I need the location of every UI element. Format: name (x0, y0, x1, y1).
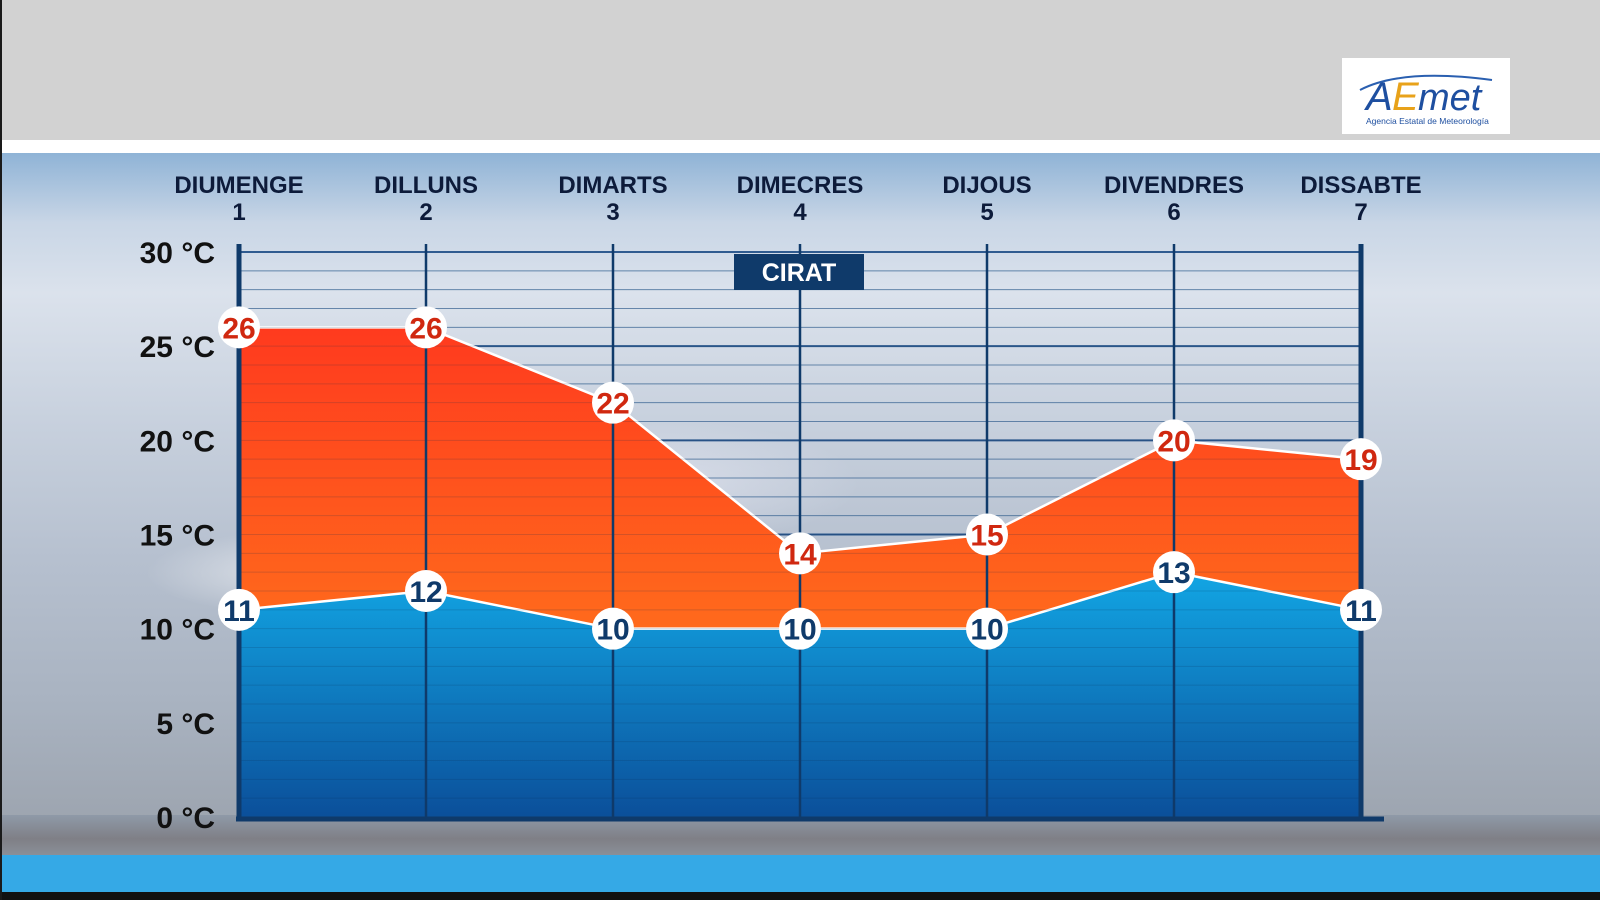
data-markers: 11 12 10 10 10 13 11 26 26 22 14 15 20 19 (218, 306, 1382, 650)
day-number-label: 5 (980, 199, 993, 226)
min-temperature-marker-value: 13 (1157, 557, 1190, 590)
max-temperature-marker-circle (405, 306, 447, 349)
max-temperature-marker-value: 26 (222, 312, 255, 345)
y-tick-label: 25 °C (140, 331, 215, 364)
left-edge (0, 0, 2, 900)
max-temperature-marker: 14 (779, 532, 821, 575)
logo-subtitle: Agencia Estatal de Meteorología (1366, 116, 1489, 126)
max-temperature-marker-circle (1153, 419, 1195, 462)
max-temperature-marker: 19 (1340, 438, 1382, 481)
min-temperature-marker-circle (1340, 588, 1382, 631)
logo-letters-met: met (1418, 77, 1483, 119)
location-badge-bg (734, 254, 864, 290)
y-tick-labels: 0 °C 5 °C 10 °C 15 °C 20 °C 25 °C 30 °C (140, 237, 215, 835)
max-temperature-marker-circle (966, 513, 1008, 556)
y-tick-label: 0 °C (156, 802, 215, 835)
max-temperature-marker-value: 22 (596, 388, 629, 421)
y-tick-label: 5 °C (156, 708, 215, 741)
min-temperature-marker-circle (592, 607, 634, 650)
day-number-label: 2 (419, 199, 432, 226)
day-number-label: 7 (1354, 199, 1367, 226)
max-temperature-marker-circle (779, 532, 821, 575)
min-temperature-marker-value: 10 (970, 614, 1003, 647)
day-number-label: 3 (606, 199, 619, 226)
logo-letter-a: A (1364, 75, 1393, 119)
min-temperature-marker: 12 (405, 570, 447, 612)
max-temperature-marker-circle (1340, 438, 1382, 481)
min-temperature-marker-value: 11 (223, 595, 255, 628)
max-temperature-marker: 22 (592, 381, 634, 424)
max-temperature-marker: 26 (405, 306, 447, 349)
y-tick-label: 20 °C (140, 425, 215, 458)
day-name-label: DIJOUS (942, 172, 1031, 199)
min-temperature-marker-value: 11 (1345, 595, 1377, 628)
min-temperature-marker-circle (966, 607, 1008, 650)
y-tick-label: 15 °C (140, 520, 215, 553)
white-strip (0, 140, 1600, 153)
min-temperature-marker-value: 10 (596, 614, 629, 647)
logo-letter-e: E (1392, 75, 1420, 119)
y-tick-label: 10 °C (140, 614, 215, 647)
max-temperature-marker-value: 14 (783, 538, 817, 571)
max-temperature-area (239, 327, 1361, 629)
top-band (0, 0, 1600, 140)
day-number-label: 4 (793, 199, 807, 226)
min-temperature-marker: 11 (218, 588, 260, 631)
max-temperature-marker: 20 (1153, 419, 1195, 462)
min-temperature-marker-value: 10 (783, 614, 816, 647)
day-number-label: 6 (1167, 199, 1180, 226)
min-temperature-marker-value: 12 (409, 576, 442, 609)
aemet-logo: A E met Agencia Estatal de Meteorología (1342, 58, 1510, 134)
max-temperature-marker-value: 20 (1157, 425, 1190, 458)
aemet-logo-graphic: A E met Agencia Estatal de Meteorología (1359, 74, 1493, 126)
min-temperature-marker: 11 (1340, 588, 1382, 631)
max-temperature-marker-circle (218, 306, 260, 349)
min-temperature-marker: 10 (966, 607, 1008, 650)
max-temperature-marker: 15 (966, 513, 1008, 556)
min-temperature-marker-circle (218, 588, 260, 631)
min-temperature-marker-circle (405, 570, 447, 612)
mountain-band (0, 815, 1600, 855)
bottom-bar (0, 855, 1600, 892)
location-badge: CIRAT (734, 254, 864, 290)
y-tick-label: 30 °C (140, 237, 215, 270)
min-temperature-marker: 10 (592, 607, 634, 650)
day-name-label: DISSABTE (1300, 172, 1421, 199)
min-temperature-marker-circle (779, 607, 821, 650)
max-temperature-marker-value: 26 (409, 312, 442, 345)
min-temperature-marker: 13 (1153, 551, 1195, 594)
min-temperature-marker-circle (1153, 551, 1195, 594)
day-name-label: DIVENDRES (1104, 172, 1244, 199)
day-number-label: 1 (232, 199, 245, 226)
max-temperature-marker-value: 15 (970, 520, 1003, 553)
max-temperature-marker: 26 (218, 306, 260, 349)
day-name-label: DIMARTS (558, 172, 667, 199)
location-label: CIRAT (762, 259, 837, 287)
bottom-edge (0, 892, 1600, 900)
logo-swoosh-icon (1359, 74, 1493, 91)
min-temperature-marker: 10 (779, 607, 821, 650)
max-temperature-marker-circle (592, 381, 634, 424)
day-name-label: DIMECRES (737, 172, 864, 199)
day-name-label: DIUMENGE (174, 172, 303, 199)
max-temperature-marker-value: 19 (1344, 444, 1377, 477)
day-name-label: DILLUNS (374, 172, 478, 199)
